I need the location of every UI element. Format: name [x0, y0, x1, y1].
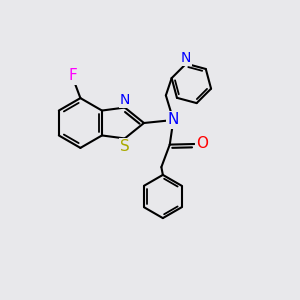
Text: F: F — [68, 68, 77, 83]
Text: N: N — [120, 93, 130, 107]
Text: N: N — [180, 51, 191, 65]
Text: O: O — [196, 136, 208, 152]
Text: N: N — [168, 112, 179, 128]
Text: S: S — [121, 139, 130, 154]
